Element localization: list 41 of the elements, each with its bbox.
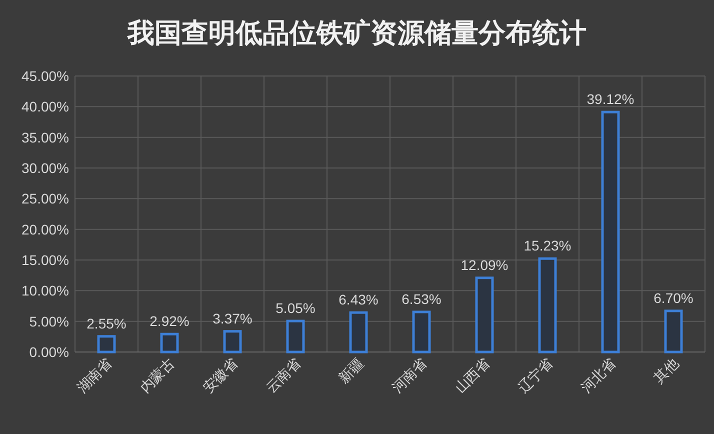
x-tick-label: 河南省 [388, 354, 430, 396]
bar [286, 320, 305, 354]
y-tick-label: 40.00% [22, 98, 69, 115]
y-tick-label: 10.00% [22, 282, 69, 299]
data-label: 5.05% [276, 300, 316, 316]
chart-title: 我国查明低品位铁矿资源储量分布统计 [126, 18, 586, 49]
y-tick-label: 0.00% [29, 344, 69, 360]
x-tick-label: 其他 [650, 354, 682, 386]
data-label: 3.37% [212, 310, 252, 326]
data-label: 12.09% [460, 256, 508, 273]
x-tick-label: 内蒙古 [136, 354, 178, 396]
y-tick-label: 25.00% [22, 190, 69, 207]
x-tick-label: 湖南省 [74, 354, 115, 396]
data-label: 39.12% [586, 91, 634, 108]
x-tick-label: 辽宁省 [514, 354, 556, 396]
x-tick-label: 云南省 [262, 354, 304, 396]
y-tick-label: 15.00% [22, 252, 69, 268]
data-label: 2.55% [86, 315, 126, 332]
bar [538, 257, 557, 354]
x-tick-label: 安徽省 [200, 354, 241, 396]
y-tick-label: 30.00% [22, 160, 69, 176]
x-tick-label: 新疆 [336, 354, 367, 386]
bar [223, 330, 242, 354]
y-tick-label: 5.00% [29, 313, 69, 330]
y-tick-label: 45.00% [22, 68, 69, 84]
bar [97, 335, 116, 354]
bar [601, 110, 620, 354]
y-tick-label: 35.00% [22, 129, 69, 146]
data-label: 2.92% [150, 313, 190, 330]
x-tick-label: 山西省 [452, 354, 493, 396]
bar [160, 332, 179, 354]
y-tick-label: 20.00% [22, 221, 69, 238]
bar [412, 310, 431, 354]
data-label: 15.23% [524, 238, 572, 254]
x-tick-label: 河北省 [578, 354, 619, 396]
bar [475, 276, 494, 354]
bar [664, 310, 683, 354]
bar [349, 311, 368, 354]
data-label: 6.70% [654, 290, 694, 306]
data-label: 6.53% [402, 290, 442, 307]
data-label: 6.43% [338, 292, 378, 308]
